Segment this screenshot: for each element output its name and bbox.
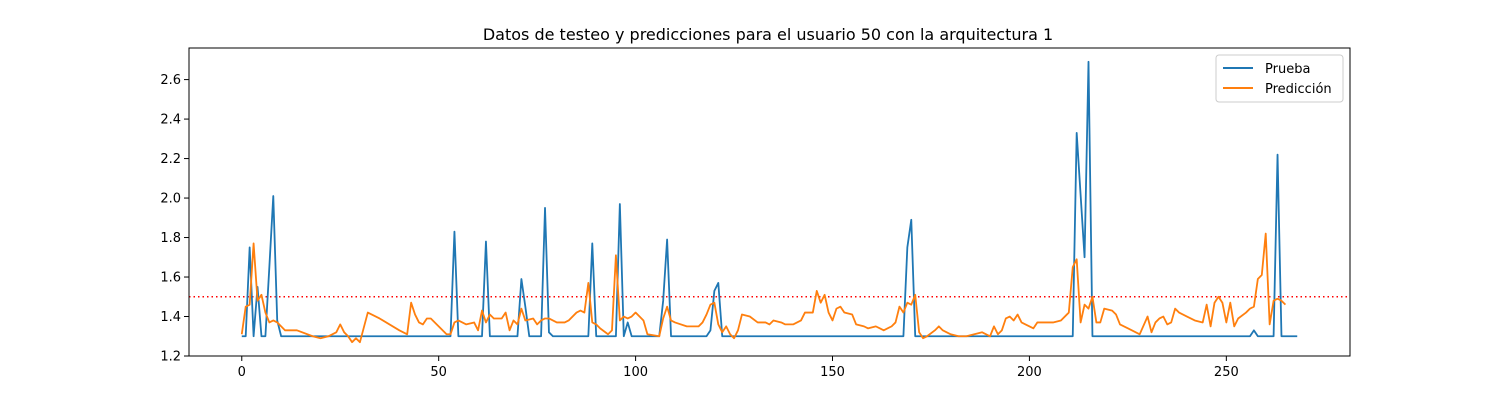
y-tick-label: 2.6 [160, 73, 181, 88]
plot-frame [188, 47, 1351, 357]
y-tick-label: 2.2 [160, 152, 181, 167]
x-axis: 0 50 100 150 200 250 [238, 356, 1239, 380]
legend-label-prueba: Prueba [1265, 62, 1310, 77]
y-tick-label: 2.4 [160, 113, 181, 128]
x-tick-label: 100 [623, 365, 648, 380]
y-axis: 1.2 1.4 1.6 1.8 2.0 2.2 2.4 2.6 [160, 73, 189, 365]
y-tick-label: 1.2 [160, 350, 181, 365]
legend-label-prediccion: Predicción [1265, 82, 1332, 97]
x-tick-label: 200 [1017, 365, 1042, 380]
y-tick-label: 1.4 [160, 310, 181, 325]
series-layer [240, 60, 1298, 344]
x-tick-label: 50 [430, 365, 447, 380]
chart-title: Datos de testeo y predicciones para el u… [483, 25, 1053, 44]
series-line-prueba [241, 60, 1298, 338]
plot-area [188, 47, 1351, 357]
plot-background [189, 48, 1350, 356]
x-tick-label: 150 [820, 365, 845, 380]
y-tick-label: 1.8 [160, 231, 181, 246]
y-tick-label: 2.0 [160, 192, 181, 207]
x-tick-label: 0 [238, 365, 246, 380]
x-tick-label: 250 [1214, 365, 1239, 380]
y-tick-label: 1.6 [160, 271, 181, 286]
legend-box [1215, 54, 1344, 103]
series-line-prediccion [240, 232, 1287, 344]
legend: Prueba Predicción [1215, 54, 1344, 103]
